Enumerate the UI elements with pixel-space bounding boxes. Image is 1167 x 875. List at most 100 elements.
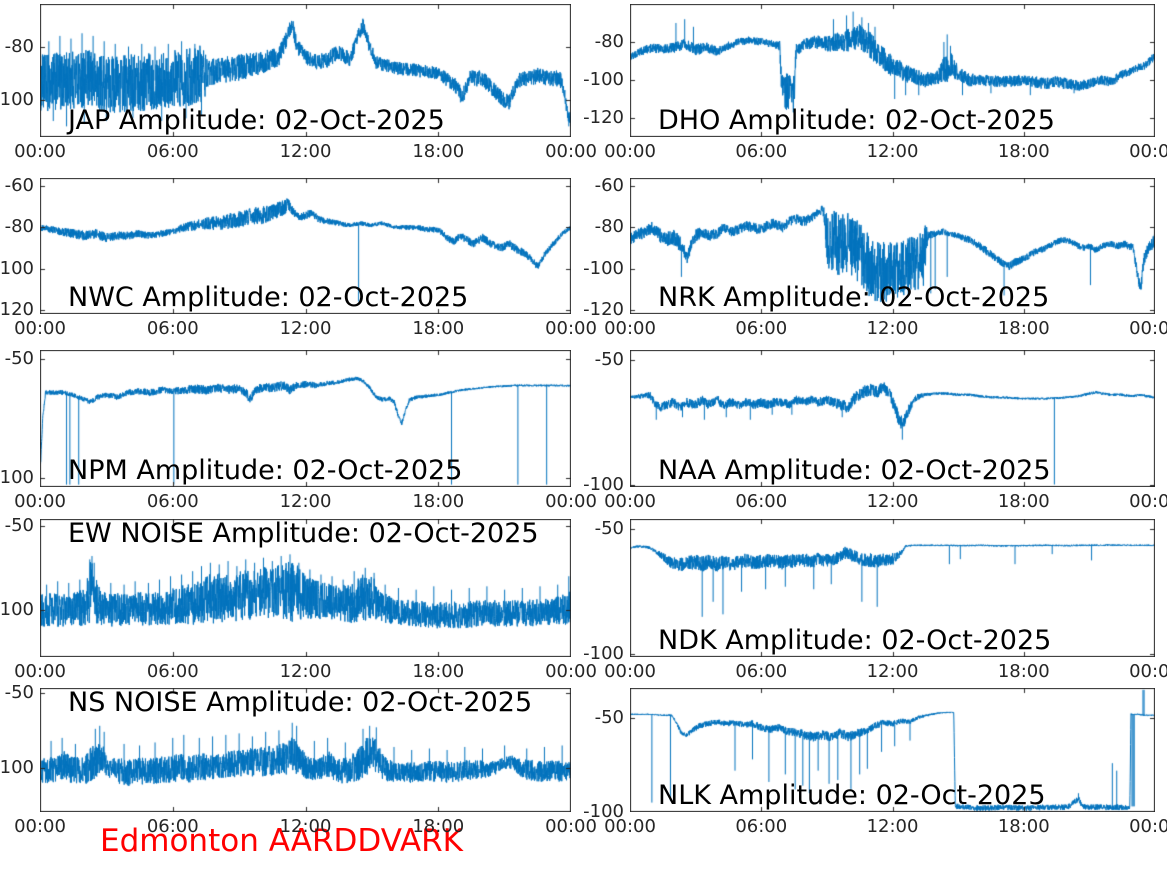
subplot-nlk: NLK Amplitude: 02-Oct-2025	[630, 688, 1155, 812]
subplot-ns-noise: NS NOISE Amplitude: 02-Oct-2025	[40, 688, 571, 812]
x-tick-label: 00:00	[545, 661, 597, 682]
plot-title: NAA Amplitude: 02-Oct-2025	[658, 455, 1051, 487]
y-tick-label: -60	[594, 175, 624, 197]
x-tick-label: 12:00	[279, 491, 332, 512]
y-tick-label: -60	[4, 175, 34, 197]
x-tick-label: 12:00	[279, 318, 332, 339]
subplot-nrk: NRK Amplitude: 02-Oct-2025	[630, 178, 1155, 314]
y-tick-label: -100	[583, 801, 624, 822]
plot-title: NRK Amplitude: 02-Oct-2025	[658, 282, 1050, 314]
x-tick-label: 06:00	[735, 816, 788, 837]
y-tick-label: -120	[583, 298, 624, 320]
plot-canvas	[630, 688, 1155, 812]
x-tick-label: 06:00	[146, 661, 199, 682]
subplot-npm: NPM Amplitude: 02-Oct-2025	[40, 350, 571, 487]
plot-canvas	[630, 4, 1155, 137]
x-tick-label: 18:00	[412, 491, 465, 512]
x-tick-label: 12:00	[866, 661, 919, 682]
x-tick-label: 00:00	[545, 318, 597, 339]
plot-title: DHO Amplitude: 02-Oct-2025	[658, 105, 1055, 137]
subplot-jap: JAP Amplitude: 02-Oct-2025	[40, 4, 571, 137]
plot-title: NDK Amplitude: 02-Oct-2025	[658, 625, 1052, 657]
x-tick-label: 06:00	[146, 318, 199, 339]
station-footer-label: Edmonton AARDDVARK	[100, 823, 464, 859]
y-tick-label: -80	[4, 216, 34, 238]
x-tick-label: 00:00	[14, 491, 66, 512]
subplot-nwc: NWC Amplitude: 02-Oct-2025	[40, 178, 571, 314]
plot-canvas	[40, 178, 571, 314]
x-tick-label: 00:00	[14, 318, 66, 339]
plot-title: JAP Amplitude: 02-Oct-2025	[68, 105, 445, 137]
plot-title: NWC Amplitude: 02-Oct-2025	[68, 282, 469, 314]
x-tick-label: 00:00	[1129, 318, 1167, 339]
y-tick-label: -100	[0, 757, 34, 779]
subplot-naa: NAA Amplitude: 02-Oct-2025	[630, 350, 1155, 487]
x-tick-label: 06:00	[735, 491, 788, 512]
y-tick-label: -50	[4, 514, 34, 536]
x-tick-label: 00:00	[1129, 491, 1167, 512]
plot-canvas	[630, 350, 1155, 487]
y-tick-label: -120	[0, 298, 34, 320]
x-tick-label: 00:00	[604, 491, 656, 512]
x-tick-label: 18:00	[997, 816, 1050, 837]
x-tick-label: 00:00	[545, 491, 597, 512]
subplot-ew-noise: EW NOISE Amplitude: 02-Oct-2025	[40, 519, 571, 657]
x-tick-label: 12:00	[279, 661, 332, 682]
y-tick-label: -80	[4, 35, 34, 57]
y-tick-label: -80	[594, 216, 624, 238]
y-tick-label: -100	[583, 69, 624, 90]
x-tick-label: 00:00	[1129, 661, 1167, 682]
y-tick-label: -100	[583, 643, 624, 665]
x-tick-label: 12:00	[279, 141, 332, 162]
subplot-ndk: NDK Amplitude: 02-Oct-2025	[630, 519, 1155, 657]
x-tick-label: 00:00	[14, 661, 66, 682]
x-tick-label: 12:00	[866, 816, 919, 837]
x-tick-label: 18:00	[412, 141, 465, 162]
y-tick-label: -50	[594, 348, 624, 370]
x-tick-label: 18:00	[412, 318, 465, 339]
y-tick-label: -100	[583, 257, 624, 279]
x-tick-label: 06:00	[146, 816, 199, 837]
x-tick-label: 00:00	[1129, 816, 1167, 837]
x-tick-label: 18:00	[412, 661, 465, 682]
x-tick-label: 00:00	[604, 141, 656, 162]
x-tick-label: 18:00	[997, 491, 1050, 512]
x-tick-label: 06:00	[735, 141, 788, 162]
y-tick-label: -50	[4, 348, 34, 370]
y-tick-label: -50	[594, 707, 624, 729]
x-tick-label: 12:00	[866, 318, 919, 339]
x-tick-label: 00:00	[604, 318, 656, 339]
plot-canvas	[40, 688, 571, 812]
plot-canvas	[630, 519, 1155, 657]
plot-canvas	[40, 350, 571, 487]
x-tick-label: 06:00	[146, 141, 199, 162]
x-tick-label: 00:00	[604, 816, 656, 837]
y-tick-label: -100	[0, 257, 34, 279]
y-tick-label: -100	[0, 466, 34, 488]
x-tick-label: 06:00	[735, 318, 788, 339]
plot-title: EW NOISE Amplitude: 02-Oct-2025	[68, 518, 539, 549]
x-tick-label: 18:00	[997, 661, 1050, 682]
x-tick-label: 18:00	[997, 318, 1050, 339]
plot-canvas	[630, 178, 1155, 314]
y-tick-label: -100	[0, 598, 34, 620]
plot-title: NS NOISE Amplitude: 02-Oct-2025	[68, 687, 533, 718]
x-tick-label: 00:00	[1129, 141, 1167, 162]
plot-canvas	[40, 519, 571, 657]
x-tick-label: 00:00	[604, 661, 656, 682]
x-tick-label: 00:00	[545, 816, 597, 837]
x-tick-label: 12:00	[866, 141, 919, 162]
plot-title: NPM Amplitude: 02-Oct-2025	[68, 455, 463, 487]
x-tick-label: 12:00	[279, 816, 332, 837]
y-tick-label: -80	[594, 31, 624, 52]
y-tick-label: -100	[0, 88, 34, 110]
x-tick-label: 18:00	[997, 141, 1050, 162]
x-tick-label: 00:00	[14, 141, 66, 162]
y-tick-label: -100	[583, 473, 624, 495]
y-tick-label: -50	[4, 681, 34, 703]
x-tick-label: 06:00	[146, 491, 199, 512]
plot-canvas	[40, 4, 571, 137]
plot-title: NLK Amplitude: 02-Oct-2025	[658, 780, 1046, 812]
y-tick-label: -120	[583, 107, 624, 128]
